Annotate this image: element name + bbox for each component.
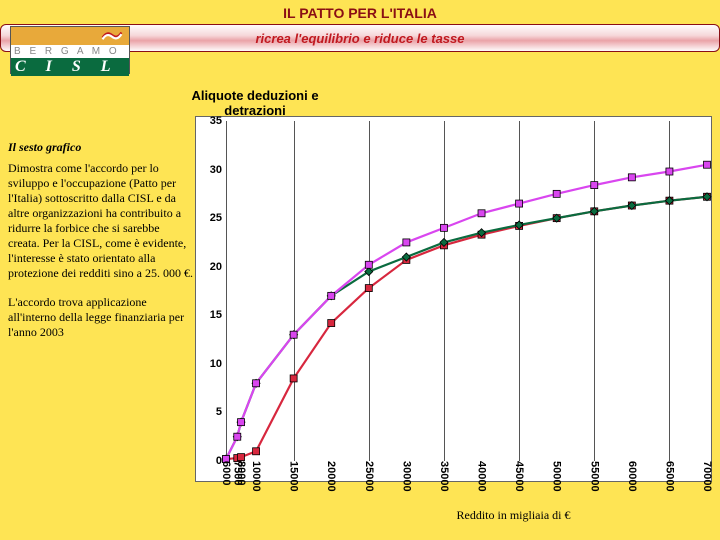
x-labels: 6000750080001000015000200002500030000350… [226,461,707,483]
chart-frame: 6000750080001000015000200002500030000350… [195,116,712,482]
subtitle-text: ricrea l'equilibrio e riduce le tasse [255,31,464,46]
x-tick: 30000 [400,461,412,492]
y-tick: 0 [198,455,222,467]
logo-line1: B E R G A M O [11,45,129,58]
plot-area [226,121,707,461]
marker [234,433,241,440]
marker [666,168,673,175]
side-para1: Dimostra come l'accordo per lo sviluppo … [8,161,193,281]
x-tick: 25000 [363,461,375,492]
logo-wave-icon [101,29,123,41]
series-svg [226,121,707,461]
y-tick: 25 [198,212,222,224]
y-tick: 20 [198,261,222,273]
side-text: Il sesto grafico Dimostra come l'accordo… [8,140,193,354]
marker [704,161,711,168]
marker [328,292,335,299]
y-tick: 15 [198,309,222,321]
x-tick: 15000 [288,461,300,492]
series-a [223,193,711,462]
marker [365,285,372,292]
marker [290,375,297,382]
logo-line2: C I S L [11,58,129,76]
x-tick: 40000 [476,461,488,492]
x-axis-title: Reddito in migliaia di € [315,508,712,523]
x-tick: 65000 [663,461,675,492]
marker [328,320,335,327]
marker [253,448,260,455]
x-tick: 45000 [513,461,525,492]
body-area: Aliquote deduzioni e detrazioni Il sesto… [0,80,720,540]
series-b [222,193,711,463]
marker [516,200,523,207]
marker [628,174,635,181]
y-tick: 35 [198,115,222,127]
marker [365,261,372,268]
marker [440,224,447,231]
logo-sky [11,27,129,45]
x-tick: 50000 [551,461,563,492]
logo-block: B E R G A M O C I S L [10,26,130,74]
x-tick: 20000 [325,461,337,492]
x-tick: 35000 [438,461,450,492]
marker [238,419,245,426]
side-lead: Il sesto grafico [8,140,193,155]
x-tick: 55000 [588,461,600,492]
marker [591,182,598,189]
marker [253,380,260,387]
page-root: IL PATTO PER L'ITALIA ricrea l'equilibri… [0,0,720,540]
marker [403,239,410,246]
marker [478,210,485,217]
marker [553,190,560,197]
marker [238,454,245,461]
y-tick: 10 [198,358,222,370]
x-tick: 60000 [626,461,638,492]
x-tick: 10000 [250,461,262,492]
x-tick: 70000 [701,461,713,492]
y-tick: 5 [198,406,222,418]
y-tick: 30 [198,164,222,176]
chart-title: Aliquote deduzioni e detrazioni [175,88,335,118]
series-c [223,161,711,462]
x-tick: 8000 [235,461,247,485]
side-para2: L'accordo trova applicazione all'interno… [8,295,193,340]
marker [290,331,297,338]
page-title: IL PATTO PER L'ITALIA [0,0,720,24]
